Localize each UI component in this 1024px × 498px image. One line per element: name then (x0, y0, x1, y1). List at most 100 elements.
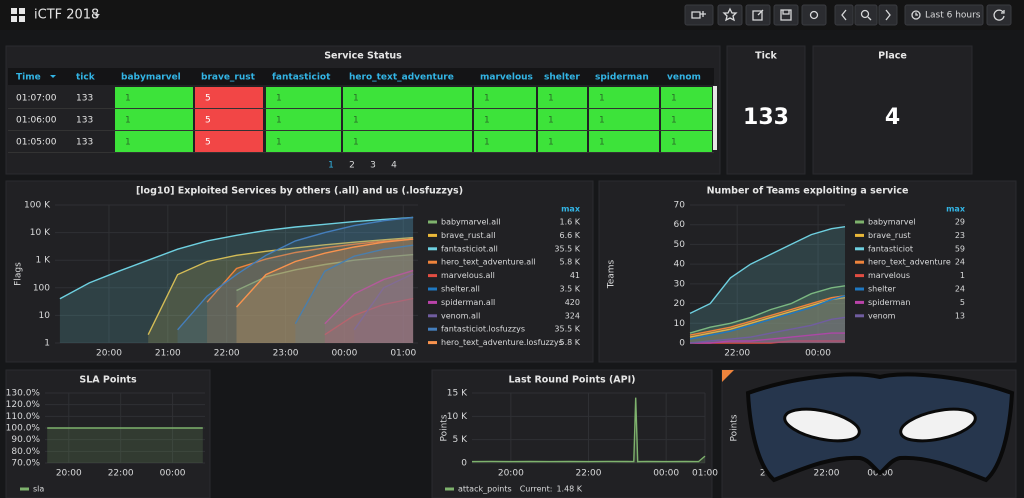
star-button[interactable] (717, 4, 743, 26)
legend-swatch (428, 274, 437, 278)
series-area (690, 295, 845, 343)
series-line (177, 216, 414, 331)
status-cell (343, 131, 472, 152)
dashboard-title[interactable]: iCTF 2018 (34, 8, 99, 23)
y-tick-label: 10 (674, 319, 686, 329)
x-tick-label: 20:00 (498, 469, 524, 479)
legend-label: spiderman (868, 298, 910, 307)
legend-label: fantasticiot.losfuzzys (441, 325, 525, 334)
status-cell (115, 87, 193, 108)
x-tick-label: 00:00 (653, 469, 679, 479)
zoom-button[interactable] (854, 4, 878, 26)
legend-label: hero_text_adventure (868, 258, 951, 267)
status-value: 1 (548, 116, 554, 126)
y-tick-label: 110.0% (6, 412, 41, 422)
series-line (689, 285, 846, 334)
series-area (236, 254, 414, 343)
legend-swatch (855, 300, 864, 304)
page-link[interactable]: 2 (349, 161, 355, 171)
legend-label: venom.all (441, 311, 480, 320)
legend-swatch (20, 487, 29, 491)
legend-label: sla (33, 485, 44, 494)
legend-label: brave_rust (868, 231, 911, 240)
legend-max: 13 (955, 311, 965, 320)
status-value: 1 (548, 138, 554, 148)
refresh-button[interactable] (986, 4, 1012, 26)
legend-swatch (855, 260, 864, 264)
legend-max: 24 (955, 285, 965, 294)
status-value: 1 (276, 138, 282, 148)
status-value: 1 (599, 138, 605, 148)
series-line (206, 238, 414, 303)
column-header: babymarvel (121, 73, 181, 83)
mask-eye (899, 407, 977, 443)
legend-label: fantasticiot.all (441, 244, 498, 253)
legend-max: 1 (960, 271, 965, 280)
legend-swatch (855, 314, 864, 318)
time-range[interactable]: Last 6 hours (925, 11, 981, 21)
legend-max: 5 (960, 298, 965, 307)
forward-button[interactable] (878, 4, 898, 26)
x-tick-label: 00:00 (160, 469, 186, 479)
dashboard-icon (11, 8, 25, 22)
add-panel-button[interactable] (684, 4, 714, 26)
page-link[interactable]: 3 (370, 161, 376, 171)
page-link[interactable]: 4 (391, 161, 397, 171)
y-axis-label: Points (730, 414, 740, 441)
y-tick-label: 50 (674, 240, 686, 250)
y-tick-label: 100 K (24, 201, 51, 211)
x-tick-label: 22:00 (214, 349, 240, 359)
status-cell (115, 109, 193, 130)
time-picker[interactable] (904, 4, 984, 26)
legend-swatch (428, 260, 437, 264)
status-cell (474, 87, 536, 108)
status-value: 1 (125, 116, 131, 126)
series-line (236, 253, 414, 292)
settings-button[interactable] (801, 4, 827, 26)
legend-current-label: Current: (520, 485, 553, 494)
status-cell (195, 131, 263, 152)
status-value: 5 (205, 116, 211, 126)
table-cell: 01:07:00 (16, 94, 57, 104)
page-link[interactable]: 1 (328, 161, 334, 171)
column-header: tick (76, 73, 96, 83)
y-tick-label: 10 (39, 311, 51, 321)
legend-swatch (428, 233, 437, 237)
legend-max: 29 (955, 218, 965, 227)
status-value: 1 (125, 138, 131, 148)
legend-max: 24 (955, 258, 965, 267)
toolbar-icons (691, 7, 1005, 22)
x-tick-label: 22:00 (108, 469, 134, 479)
status-cell (589, 87, 659, 108)
legend-swatch (428, 327, 437, 331)
save-button[interactable] (773, 4, 799, 26)
table-cell: 133 (76, 116, 93, 126)
status-value: 1 (353, 94, 359, 104)
status-cell (266, 87, 341, 108)
legend-swatch (428, 247, 437, 251)
status-value: 1 (671, 94, 677, 104)
legend-swatch (428, 220, 437, 224)
back-button[interactable] (834, 4, 854, 26)
series-area (47, 428, 203, 463)
y-axis-label: Flags (14, 262, 24, 286)
table-cell: 133 (76, 94, 93, 104)
y-tick-label: 0 (461, 459, 467, 469)
legend-swatch (445, 487, 454, 491)
status-cell (661, 109, 712, 130)
series-area (690, 333, 845, 343)
legend-label: brave_rust.all (441, 231, 495, 240)
status-value: 1 (276, 94, 282, 104)
y-tick-label: 20 (674, 299, 686, 309)
column-header: spiderman (595, 73, 649, 83)
legend-label: babymarvel.all (441, 218, 501, 227)
status-value: 1 (484, 138, 490, 148)
mask-eye (783, 407, 861, 443)
legend-max: 41 (570, 271, 580, 280)
series-line (353, 273, 414, 331)
y-tick-label: 15 K (447, 389, 468, 399)
x-tick-label: 01:00 (390, 349, 416, 359)
legend-max: 324 (565, 311, 580, 320)
